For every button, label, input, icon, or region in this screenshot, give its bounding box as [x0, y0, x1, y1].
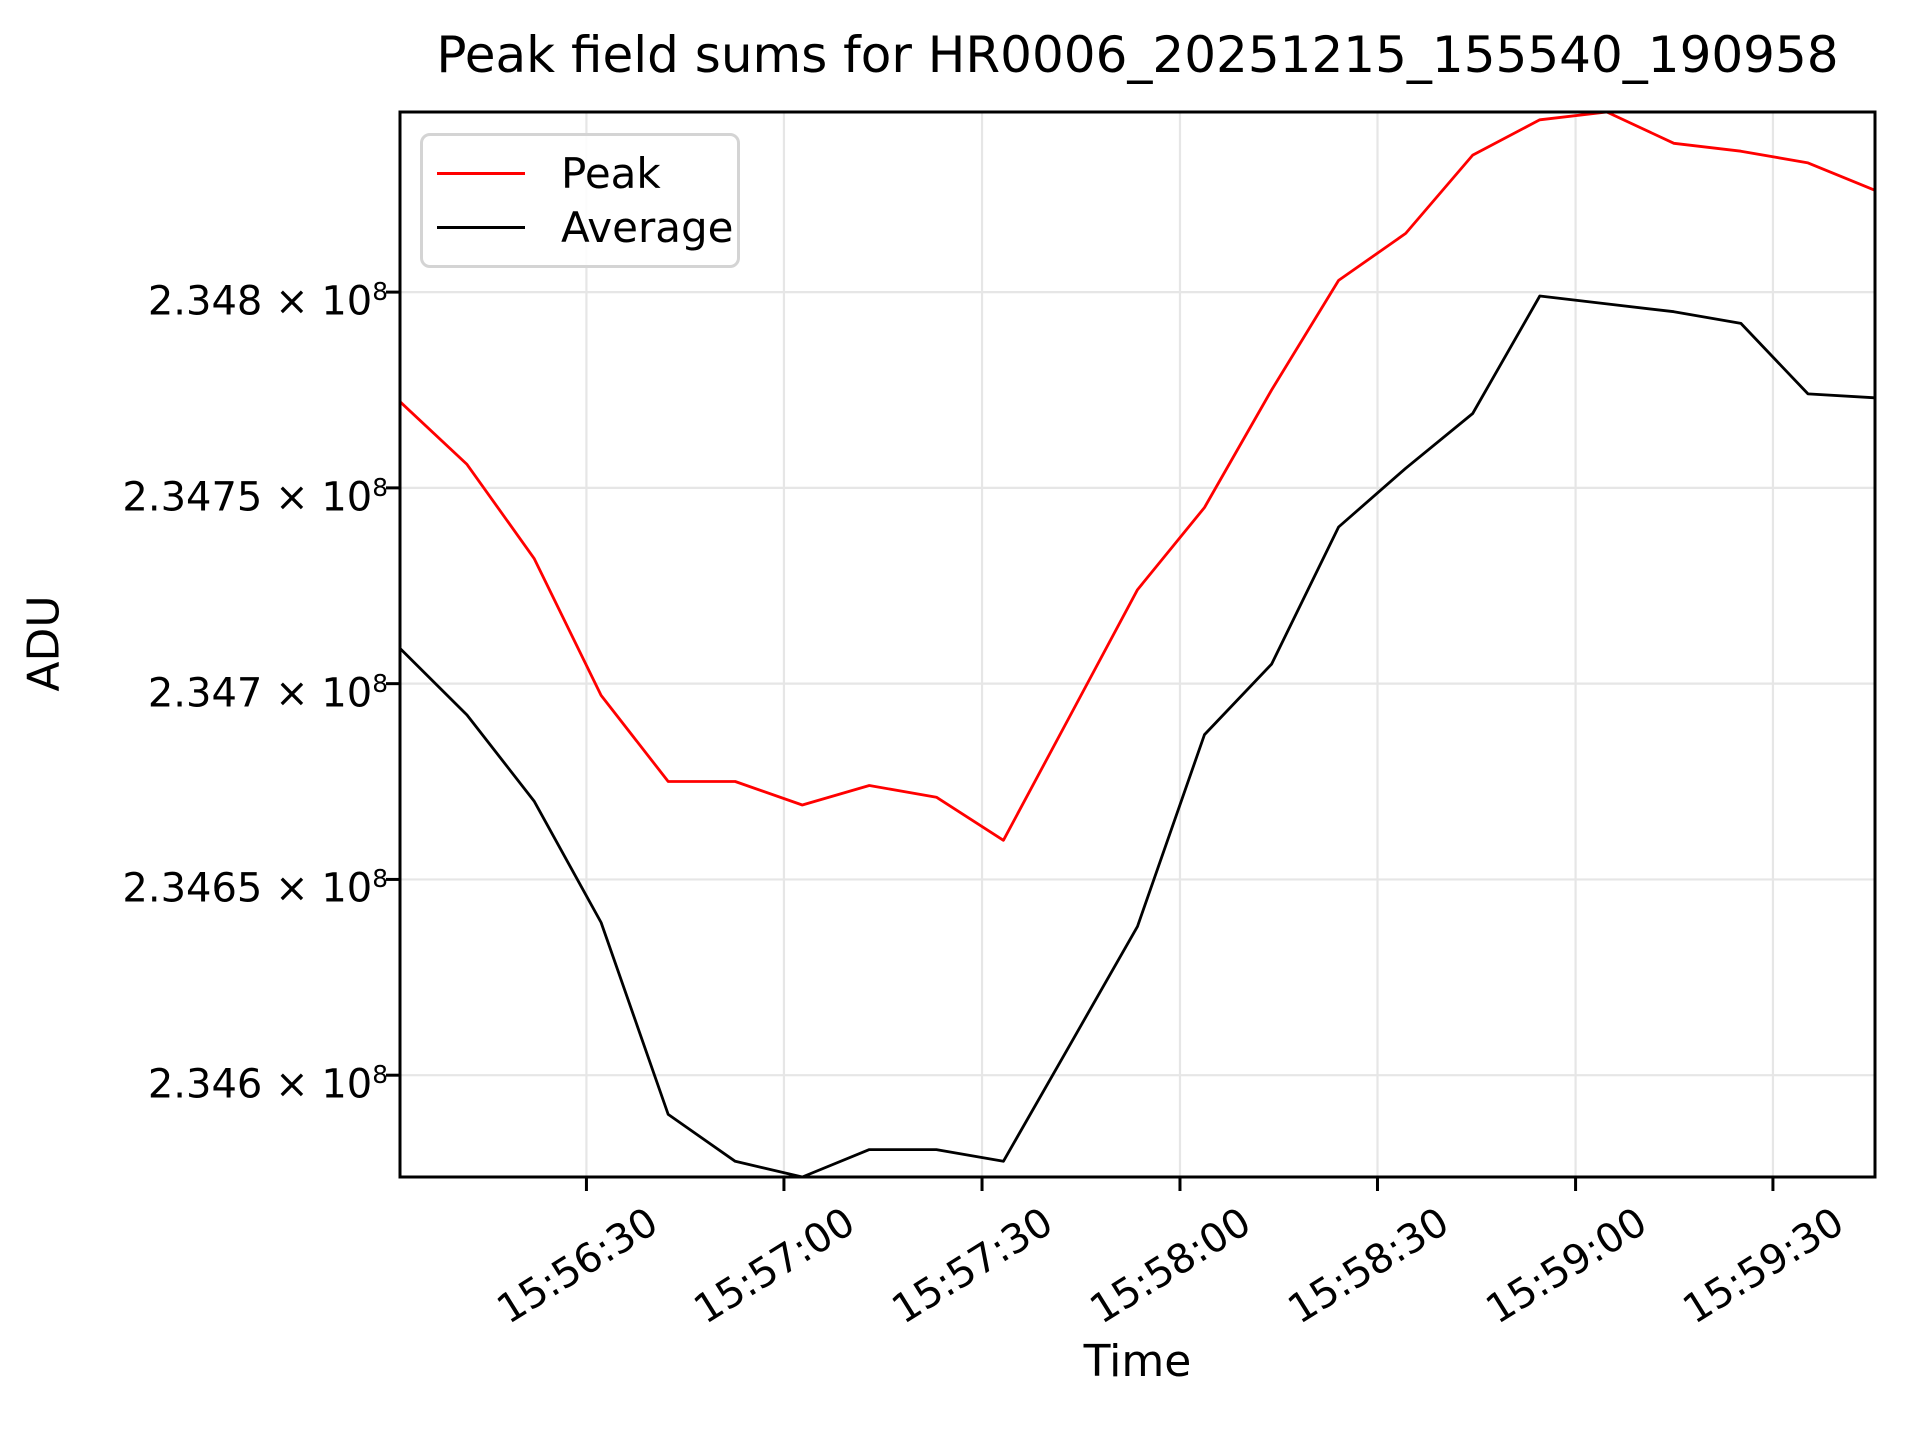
x-axis-label: Time [1083, 1336, 1192, 1387]
y-tick-label: 2.3475 × 108 [122, 472, 388, 521]
tick-marks [386, 290, 1775, 1191]
peak-line-sample-icon [437, 171, 525, 175]
y-tick-label: 2.3465 × 108 [122, 864, 388, 912]
legend-item-average: Average [437, 203, 733, 252]
gridlines [400, 112, 1875, 1177]
average-line-sample-icon [437, 226, 525, 230]
chart-title: Peak field sums for HR0006_20251215_1555… [436, 26, 1839, 84]
legend: Peak Average [420, 133, 740, 268]
average-line [398, 294, 1877, 1179]
legend-label-peak: Peak [561, 148, 661, 198]
y-axis-label: ADU [18, 595, 70, 692]
peak-line [398, 110, 1877, 842]
y-tick-label: 2.348 × 108 [147, 277, 388, 325]
y-tick-label: 2.347 × 108 [147, 668, 388, 716]
legend-label-average: Average [561, 203, 734, 253]
plot-border [398, 110, 1877, 1179]
y-tick-label: 2.346 × 108 [147, 1060, 388, 1108]
legend-item-peak: Peak [437, 149, 723, 198]
